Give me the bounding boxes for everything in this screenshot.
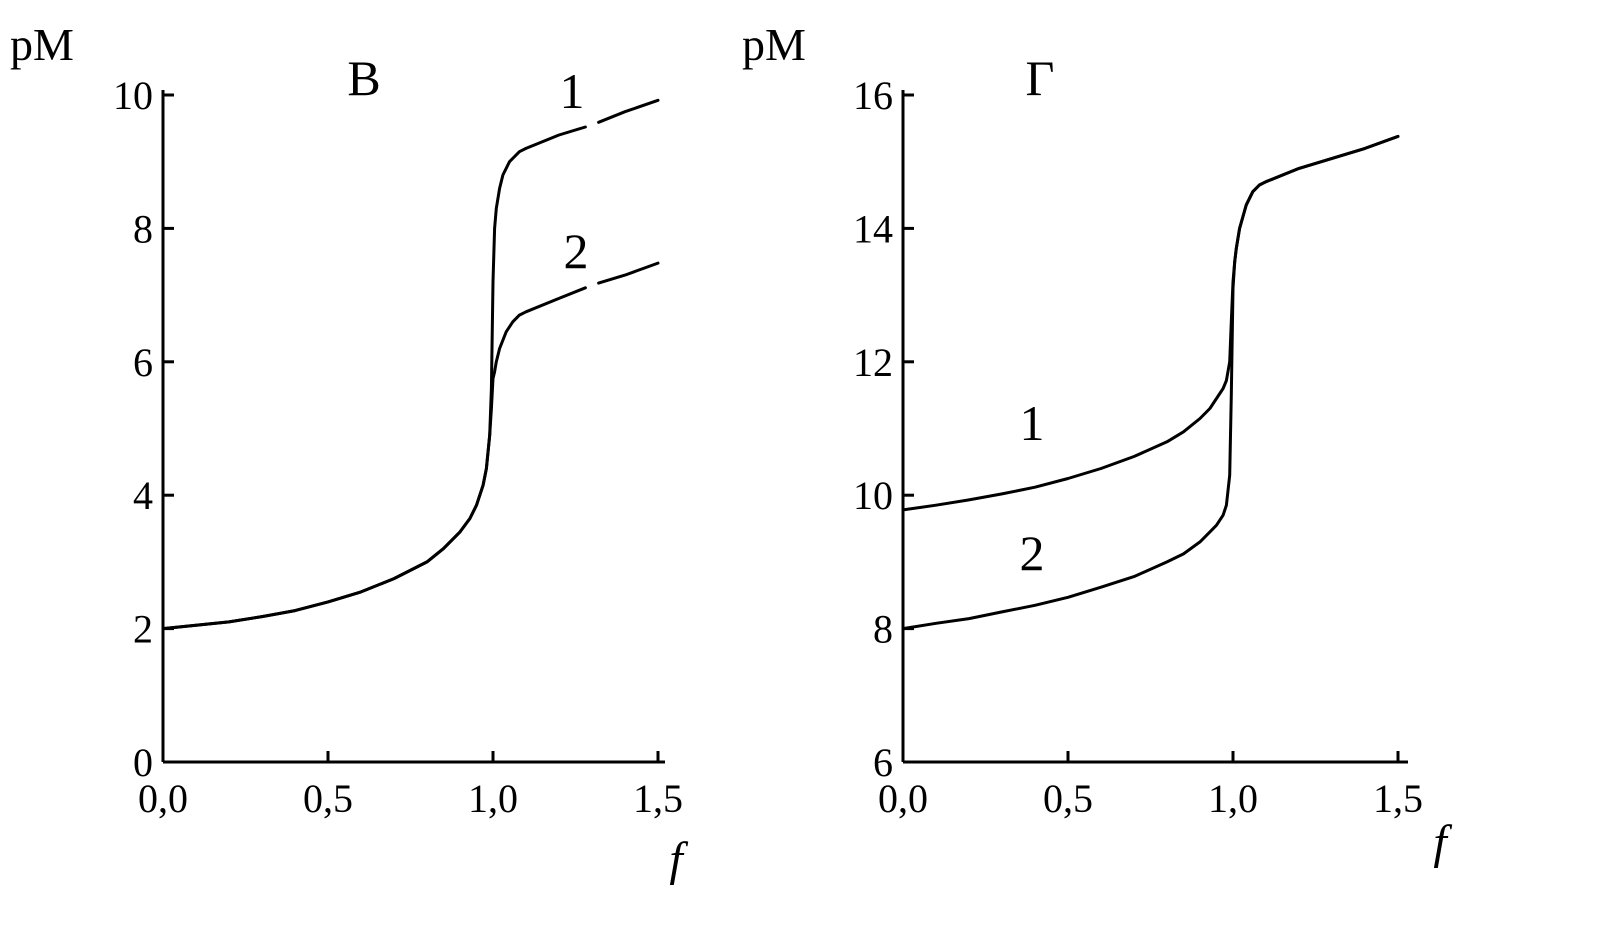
y-tick-label: 0	[133, 740, 153, 785]
x-axis-label: f	[1433, 816, 1452, 869]
y-tick-label: 8	[133, 206, 153, 251]
y-tick-label: 16	[853, 73, 893, 118]
y-tick-label: 8	[873, 607, 893, 652]
y-tick-label: 2	[133, 607, 153, 652]
series-line-1	[597, 98, 660, 124]
y-tick-label: 12	[853, 340, 893, 385]
series-line-2	[597, 261, 660, 285]
curve-label-2: 2	[564, 223, 589, 279]
x-tick-label: 1,5	[633, 776, 683, 821]
curve-label-1: 1	[560, 63, 585, 119]
curve-label-1: 1	[1020, 395, 1045, 451]
x-tick-label: 0,0	[878, 776, 928, 821]
x-tick-label: 1,0	[1208, 776, 1258, 821]
chart-panel-v: 0 2 4 6 8 10 0,0 0,5 1,0 1,5 pM f В 1 2	[10, 19, 688, 886]
y-tick-label: 6	[133, 340, 153, 385]
x-axis-label: f	[669, 833, 688, 886]
series-line-2	[161, 286, 587, 631]
series-line-1	[901, 134, 1400, 512]
panel-title: В	[347, 50, 380, 106]
x-tick-label: 1,0	[468, 776, 518, 821]
y-axis-label: pM	[742, 19, 806, 70]
y-tick-label: 14	[853, 206, 893, 251]
series-line-2	[901, 134, 1400, 631]
y-axis-label: pM	[10, 19, 74, 70]
y-tick-label: 4	[133, 473, 153, 518]
curve-label-2: 2	[1020, 525, 1045, 581]
y-tick-label: 6	[873, 740, 893, 785]
y-tick-label: 10	[853, 473, 893, 518]
series-line-1	[161, 125, 587, 631]
panel-title: Г	[1026, 50, 1055, 106]
x-tick-label: 0,5	[303, 776, 353, 821]
y-tick-label: 10	[113, 73, 153, 118]
x-tick-label: 0,0	[138, 776, 188, 821]
x-tick-label: 0,5	[1043, 776, 1093, 821]
x-tick-label: 1,5	[1373, 776, 1423, 821]
